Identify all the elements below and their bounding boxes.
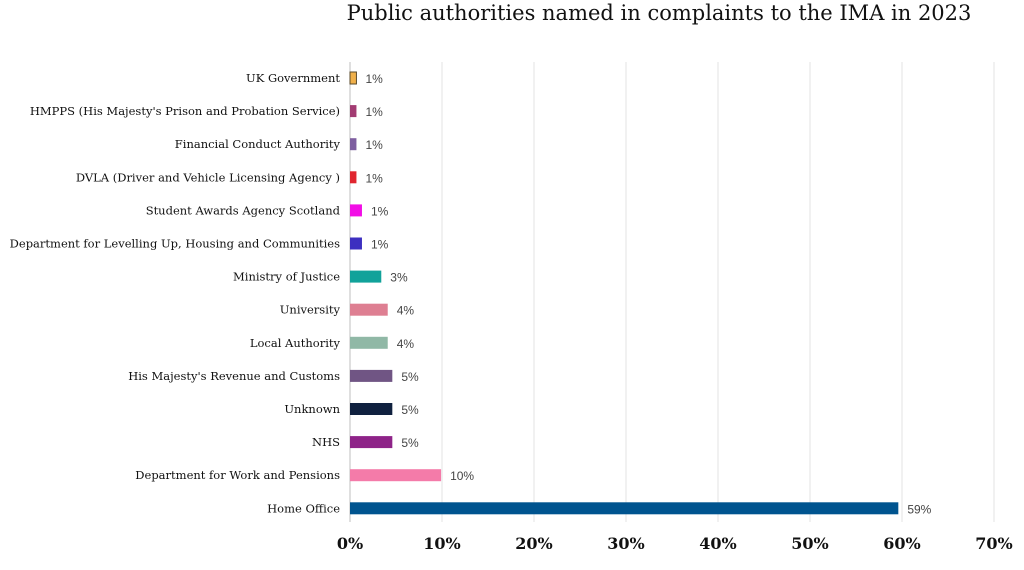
- x-tick-label: 10%: [423, 534, 460, 553]
- data-label: 3%: [390, 271, 408, 285]
- data-label: 5%: [401, 370, 419, 384]
- category-label: Department for Work and Pensions: [135, 468, 340, 482]
- bar: [350, 436, 393, 449]
- category-label: NHS: [312, 435, 340, 449]
- data-label: 5%: [401, 403, 419, 417]
- data-labels: 1% 1% 1% 1% 1% 1% 3% 4% 4% 5% 5% 5% 10% 59%: [365, 72, 931, 516]
- bar: [350, 369, 393, 382]
- category-label: Unknown: [284, 402, 340, 416]
- bar: [349, 71, 357, 85]
- x-tick-label: 30%: [607, 534, 644, 553]
- data-label: 1%: [365, 171, 383, 185]
- data-label: 1%: [365, 105, 383, 119]
- bar: [350, 336, 388, 349]
- category-label: HMPPS (His Majesty's Prison and Probatio…: [30, 104, 340, 118]
- bars: [349, 71, 899, 515]
- category-label: Local Authority: [250, 336, 341, 350]
- category-label: University: [280, 303, 341, 317]
- x-tick-label: 50%: [791, 534, 828, 553]
- data-label: 4%: [397, 304, 415, 318]
- bar: [350, 171, 357, 184]
- gridlines: [349, 62, 995, 522]
- category-labels: UK Government HMPPS (His Majesty's Prison…: [10, 71, 341, 515]
- bar: [350, 303, 388, 316]
- data-label: 5%: [401, 436, 419, 450]
- category-label: UK Government: [246, 71, 340, 85]
- data-label: 1%: [365, 72, 383, 86]
- category-label: Department for Levelling Up, Housing and…: [10, 237, 340, 251]
- bar: [350, 403, 393, 415]
- x-tick-label: 40%: [699, 534, 736, 553]
- x-tick-label: 0%: [337, 534, 363, 553]
- data-label: 1%: [371, 238, 389, 252]
- category-label: Student Awards Agency Scotland: [146, 203, 341, 217]
- data-label: 4%: [397, 337, 415, 351]
- x-tick-label: 60%: [883, 534, 920, 553]
- bar: [350, 237, 362, 250]
- data-label: 1%: [365, 138, 383, 152]
- category-label: Financial Conduct Authority: [175, 137, 341, 151]
- data-label: 1%: [371, 204, 389, 218]
- x-axis-ticks: 0% 10% 20% 30% 40% 50% 60% 70%: [337, 534, 1013, 553]
- data-label: 59%: [907, 502, 931, 516]
- x-tick-label: 20%: [515, 534, 552, 553]
- category-label: His Majesty's Revenue and Customs: [128, 369, 340, 383]
- category-label: Home Office: [267, 501, 340, 515]
- bar: [350, 270, 382, 283]
- data-label: 10%: [450, 469, 474, 483]
- x-tick-label: 70%: [975, 534, 1012, 553]
- category-label: DVLA (Driver and Vehicle Licensing Agenc…: [76, 170, 340, 184]
- bar: [350, 469, 442, 482]
- bar: [350, 204, 362, 217]
- chart-title: Public authorities named in complaints t…: [347, 1, 972, 25]
- category-label: Ministry of Justice: [233, 270, 340, 284]
- bar: [350, 138, 357, 151]
- bar: [350, 105, 357, 118]
- bar: [350, 502, 899, 515]
